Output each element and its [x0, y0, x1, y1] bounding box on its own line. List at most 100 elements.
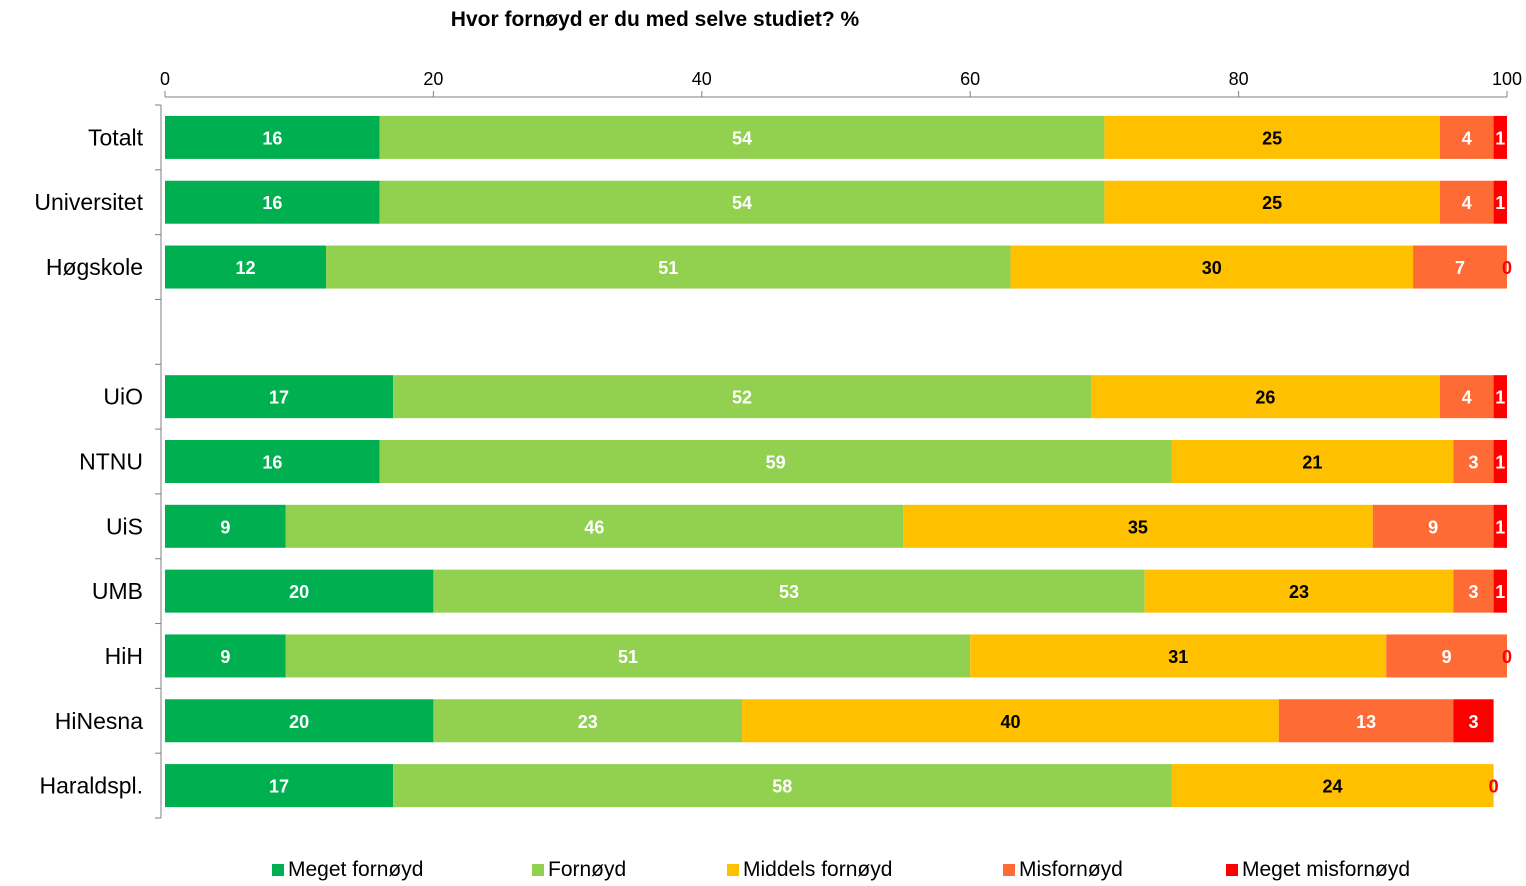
- bar-segment: [165, 375, 394, 419]
- x-tick-label: 100: [1492, 69, 1522, 89]
- category-label: UiS: [106, 513, 143, 539]
- category-label: Universitet: [34, 189, 143, 215]
- legend-swatch: [272, 864, 284, 876]
- legend-item: Meget misfornøyd: [1226, 858, 1410, 882]
- data-label: 1: [1495, 517, 1505, 537]
- category-label: UiO: [103, 384, 143, 410]
- bar-segment: [1090, 375, 1440, 419]
- legend-swatch: [532, 864, 544, 876]
- x-tick-label: 60: [960, 69, 980, 89]
- category-label: HiNesna: [55, 708, 143, 734]
- bar-segment: [1171, 764, 1494, 808]
- bar-segment: [1413, 245, 1507, 289]
- data-label: 54: [732, 193, 752, 213]
- category-label: Høgskole: [46, 254, 143, 280]
- legend-label: Fornøyd: [548, 858, 627, 881]
- bar-segment: [1439, 180, 1494, 224]
- legend-label: Misfornøyd: [1019, 858, 1123, 881]
- data-label: 1: [1495, 453, 1505, 473]
- data-label: 25: [1262, 193, 1282, 213]
- data-label: 12: [236, 258, 256, 278]
- legend-item: Misfornøyd: [1003, 858, 1123, 882]
- legend-swatch: [1003, 864, 1015, 876]
- bar-segment: [165, 504, 286, 548]
- bar-segment: [1493, 115, 1507, 159]
- data-label: 1: [1495, 388, 1505, 408]
- bar-segment: [1453, 699, 1494, 743]
- x-tick-label: 20: [423, 69, 443, 89]
- data-label: 0: [1489, 777, 1499, 797]
- bar-segment: [165, 115, 380, 159]
- bar-segment: [1439, 375, 1494, 419]
- data-label: 52: [732, 388, 752, 408]
- data-label: 54: [732, 128, 752, 148]
- bar-segment: [433, 699, 743, 743]
- x-tick-label: 80: [1229, 69, 1249, 89]
- bar-segment: [970, 634, 1387, 678]
- data-label: 58: [772, 777, 792, 797]
- bar-segment: [165, 180, 380, 224]
- legend-label: Middels fornøyd: [743, 858, 893, 881]
- category-label: Totalt: [88, 124, 144, 150]
- legend-label: Meget fornøyd: [288, 858, 424, 881]
- data-label: 53: [779, 582, 799, 602]
- bar-segment: [1493, 440, 1507, 483]
- category-label: Haraldspl.: [39, 773, 143, 799]
- bar-segment: [1453, 569, 1494, 613]
- bar-segment: [379, 440, 1172, 483]
- bar-segment: [1278, 699, 1454, 743]
- data-label: 7: [1455, 258, 1465, 278]
- bar-segment: [285, 634, 971, 678]
- bar-segment: [379, 115, 1105, 159]
- data-label: 51: [658, 258, 678, 278]
- data-label: 16: [262, 128, 282, 148]
- data-label: 4: [1462, 128, 1472, 148]
- data-label: 0: [1502, 647, 1512, 667]
- data-label: 4: [1462, 388, 1472, 408]
- legend-label: Meget misfornøyd: [1242, 858, 1411, 881]
- data-label: 9: [1428, 517, 1438, 537]
- category-label: HiH: [105, 643, 143, 669]
- data-label: 24: [1323, 777, 1343, 797]
- chart-title: Hvor fornøyd er du med selve studiet? %: [450, 8, 860, 31]
- legend-item: Middels fornøyd: [727, 858, 892, 882]
- data-label: 13: [1356, 712, 1376, 732]
- data-label: 0: [1489, 777, 1499, 797]
- bar-segment: [1493, 180, 1507, 224]
- data-label: 16: [262, 193, 282, 213]
- bar-segment: [379, 180, 1105, 224]
- bar-segment: [165, 699, 434, 743]
- data-label: 16: [262, 453, 282, 473]
- data-label: 9: [220, 517, 230, 537]
- data-label: 9: [220, 647, 230, 667]
- bar-segment: [165, 440, 380, 483]
- data-label: 21: [1302, 453, 1322, 473]
- data-label: 23: [1289, 582, 1309, 602]
- bar-segment: [393, 764, 1172, 808]
- category-label: NTNU: [79, 449, 143, 475]
- bar-segment: [433, 569, 1145, 613]
- data-label: 1: [1495, 128, 1505, 148]
- bar-segment: [1171, 440, 1454, 483]
- data-label: 3: [1468, 712, 1478, 732]
- bar-segment: [742, 699, 1279, 743]
- data-label: 35: [1128, 517, 1148, 537]
- legend-item: Meget fornøyd: [272, 858, 423, 882]
- data-label: 17: [269, 388, 289, 408]
- legend-swatch: [727, 864, 739, 876]
- data-label: 23: [578, 712, 598, 732]
- bar-segment: [1010, 245, 1414, 289]
- bar-segment: [1144, 569, 1454, 613]
- data-label: 3: [1468, 582, 1478, 602]
- data-label: 51: [618, 647, 638, 667]
- bar-segment: [326, 245, 1011, 289]
- data-label: 3: [1468, 453, 1478, 473]
- bar-segment: [393, 375, 1091, 419]
- bar-segment: [1493, 375, 1507, 419]
- data-label: 17: [269, 777, 289, 797]
- data-label: 25: [1262, 128, 1282, 148]
- bar-segment: [1386, 634, 1507, 678]
- data-label: 20: [289, 582, 309, 602]
- x-tick-label: 40: [692, 69, 712, 89]
